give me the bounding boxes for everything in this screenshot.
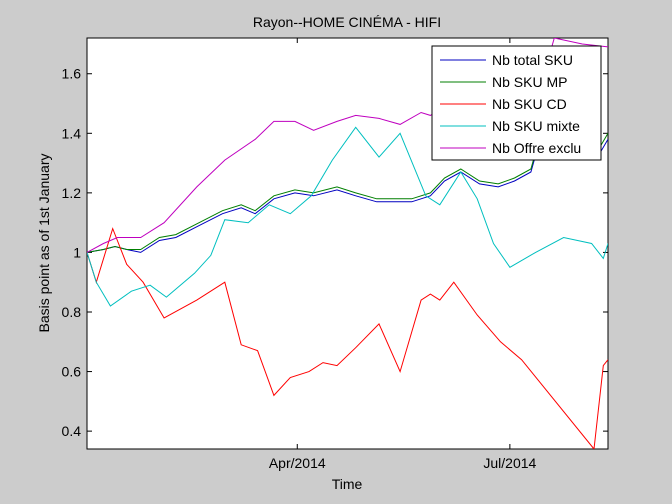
legend-entry: Nb Offre exclu <box>492 140 581 156</box>
y-axis-label: Basis point as of 1st January <box>36 154 52 333</box>
legend-entry: Nb SKU MP <box>492 74 567 90</box>
legend-box <box>431 45 602 161</box>
legend: Nb total SKU Nb SKU MP Nb SKU CD Nb SKU mix… <box>431 45 602 161</box>
x-axis-label: Time <box>332 476 363 492</box>
legend-entry: Nb SKU CD <box>492 96 567 112</box>
y-tick-label: 1 <box>73 244 81 260</box>
x-tick-label: Jul/2014 <box>483 455 536 471</box>
legend-entry: Nb SKU mixte <box>492 118 580 134</box>
y-tick-label: 1.4 <box>62 125 82 141</box>
x-tick-label: Apr/2014 <box>269 455 326 471</box>
series-line-1 <box>87 87 608 253</box>
series-line-3 <box>87 227 608 449</box>
chart-title: Rayon--HOME CINÉMA - HIFI <box>253 14 441 30</box>
y-tick-label: 0.6 <box>62 364 82 380</box>
y-tick-label: 0.8 <box>62 304 82 320</box>
ticks-group: 0.4 0.6 0.8 1 1.2 1.4 1.6 Apr/2014 Jul/2014 <box>62 38 608 471</box>
y-tick-label: 1.6 <box>62 66 82 82</box>
y-tick-label: 1.2 <box>62 185 82 201</box>
series-line-2 <box>87 84 608 253</box>
y-tick-label: 0.4 <box>62 423 82 439</box>
series-line-4 <box>87 126 608 307</box>
legend-entry: Nb total SKU <box>492 52 573 68</box>
